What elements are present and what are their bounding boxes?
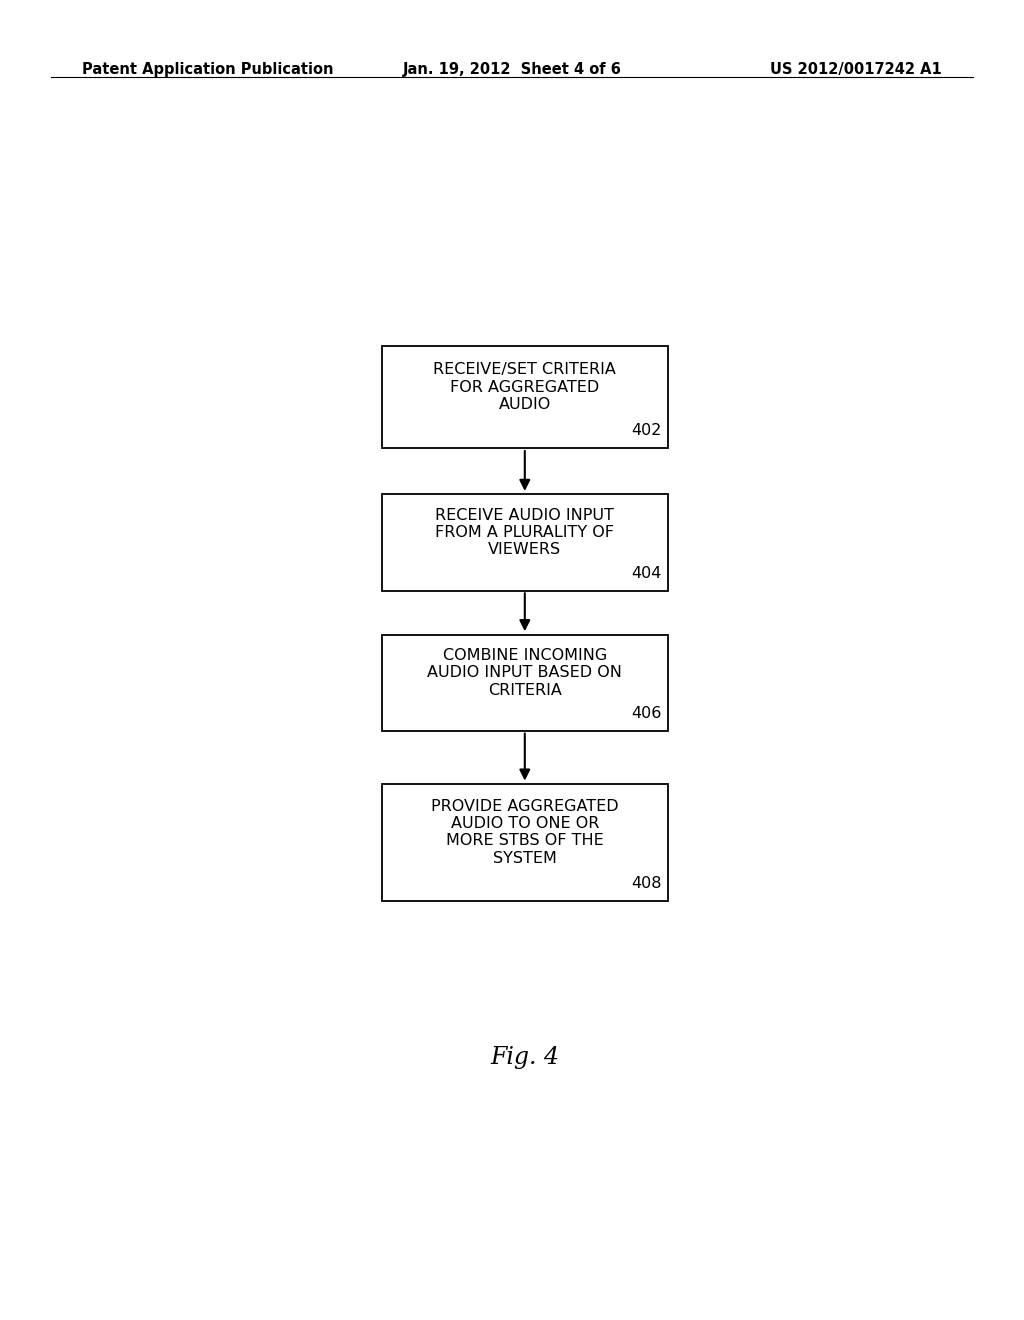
FancyBboxPatch shape [382, 784, 668, 900]
Text: Fig. 4: Fig. 4 [490, 1047, 559, 1069]
Text: Jan. 19, 2012  Sheet 4 of 6: Jan. 19, 2012 Sheet 4 of 6 [402, 62, 622, 77]
Text: 408: 408 [631, 875, 662, 891]
Text: 402: 402 [631, 422, 662, 438]
Text: 404: 404 [631, 566, 662, 581]
Text: PROVIDE AGGREGATED
AUDIO TO ONE OR
MORE STBS OF THE
SYSTEM: PROVIDE AGGREGATED AUDIO TO ONE OR MORE … [431, 799, 618, 866]
Text: US 2012/0017242 A1: US 2012/0017242 A1 [770, 62, 942, 77]
FancyBboxPatch shape [382, 635, 668, 731]
Text: RECEIVE AUDIO INPUT
FROM A PLURALITY OF
VIEWERS: RECEIVE AUDIO INPUT FROM A PLURALITY OF … [435, 507, 614, 557]
Text: RECEIVE/SET CRITERIA
FOR AGGREGATED
AUDIO: RECEIVE/SET CRITERIA FOR AGGREGATED AUDI… [433, 362, 616, 412]
Text: 406: 406 [631, 706, 662, 721]
FancyBboxPatch shape [382, 494, 668, 591]
Text: COMBINE INCOMING
AUDIO INPUT BASED ON
CRITERIA: COMBINE INCOMING AUDIO INPUT BASED ON CR… [427, 648, 623, 697]
Text: Patent Application Publication: Patent Application Publication [82, 62, 334, 77]
FancyBboxPatch shape [382, 346, 668, 447]
